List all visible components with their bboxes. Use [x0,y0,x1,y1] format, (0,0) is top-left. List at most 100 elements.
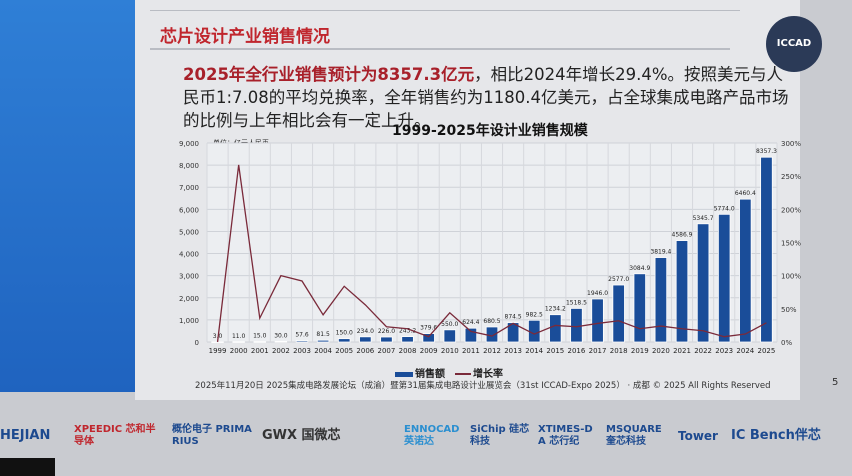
sponsor-strip: HEJIAN XPEEDIC 芯和半导体 概伦电子 PRIMARIUS GWX … [0,424,852,458]
x-tick-label: 2002 [272,347,290,355]
bar [380,336,393,343]
data-label: 15.0 [253,333,267,340]
data-label: 1518.5 [566,299,587,306]
sponsor-logo: XPEEDIC 芯和半导体 [74,424,156,447]
bar [359,336,372,343]
occlusion [0,458,55,476]
x-tick-label: 2022 [694,347,712,355]
bar [760,156,773,343]
data-label: 226.0 [378,328,395,335]
bar [633,273,646,343]
y-left-tick-label: 2,000 [179,295,199,303]
x-tick-label: 2001 [251,347,269,355]
side-screen [0,0,135,392]
x-tick-label: 2023 [715,347,733,355]
bar [401,336,414,343]
y-left-tick-label: 7,000 [179,184,199,192]
data-label: 30.0 [274,332,288,339]
bar [506,322,520,343]
bar [211,341,224,343]
y-left-tick-label: 4,000 [179,251,199,259]
bar [739,198,752,343]
y-right-tick-label: 300% [781,140,801,148]
sponsor-logo: 概伦电子 PRIMARIUS [172,424,252,447]
y-right-tick-label: 0% [781,339,792,347]
x-tick-label: 2021 [673,347,691,355]
sponsor-logo: ENNOCAD 英诺达 [404,424,460,447]
bar [696,223,710,343]
chart-title: 1999-2025年设计业销售规模 [392,123,588,139]
data-label: 550.0 [441,321,458,328]
data-label: 5345.7 [693,215,714,222]
bar [232,341,245,343]
highlight-text: 2025年全行业销售预计为8357.3亿元 [183,65,475,84]
legend: 销售额 增长率 [395,365,503,380]
sponsor-logo: XTIMES-DA 芯行纪 [538,424,593,447]
x-tick-label: 2013 [504,347,522,355]
x-tick-label: 2005 [335,347,353,355]
sponsor-logo: Tower [678,429,718,443]
y-left-tick-label: 5,000 [179,228,199,236]
bar [549,314,562,343]
sponsor-logo: SiChip 硅芯科技 [470,424,530,447]
bar [274,340,288,343]
x-tick-label: 2017 [589,347,607,355]
bar [612,284,625,343]
data-label: 11.0 [232,333,246,340]
bar [570,308,583,343]
bar [718,213,731,343]
footer: 2025年11月20日 2025集成电路发展论坛（成渝）暨第31届集成电路设计业… [195,381,771,391]
legend-growth: 增长率 [455,365,503,380]
data-label: 243.2 [399,328,416,335]
bar [654,257,668,343]
x-tick-label: 2006 [356,347,374,355]
y-left-tick-label: 9,000 [179,140,199,148]
sponsor-logo: IC Bench伴芯 [731,428,821,443]
data-label: 379.6 [420,325,437,332]
data-label: 2577.0 [608,276,629,283]
x-tick-label: 2003 [293,347,311,355]
data-label: 1234.2 [545,306,566,313]
slide-title: 芯片设计产业销售情况 [160,27,330,47]
bar [253,341,266,343]
y-right-tick-label: 50% [781,306,797,314]
x-tick-label: 2000 [230,347,248,355]
data-label: 5774.0 [714,205,735,212]
bar [338,338,351,343]
x-tick-label: 1999 [209,347,227,355]
page-number: 5 [832,377,839,388]
x-tick-label: 2008 [399,347,417,355]
bar-swatch-icon [395,371,413,377]
x-tick-label: 2020 [652,347,670,355]
y-right-tick-label: 100% [781,273,801,281]
x-tick-label: 2018 [610,347,628,355]
data-label: 234.0 [357,328,374,335]
x-tick-label: 2010 [441,347,459,355]
data-label: 874.5 [505,314,522,321]
data-label: 4586.9 [672,232,693,239]
y-left-tick-label: 6,000 [179,206,199,214]
data-label: 1946.0 [587,290,608,297]
data-label: 150.0 [336,330,353,337]
x-tick-label: 2025 [758,347,776,355]
bar [295,340,309,343]
x-tick-label: 2016 [568,347,586,355]
data-label: 8357.3 [756,148,777,155]
sponsor-logo: GWX 国微芯 [262,428,341,443]
body-text: ，相比2024年增长29.4%。按照美元与人民币1:7.08的平均兑换率，全年销… [183,65,789,130]
divider [150,48,730,50]
bar [422,333,435,343]
y-left-tick-label: 8,000 [179,162,199,170]
data-label: 3084.9 [629,265,650,272]
bar [316,339,330,343]
x-tick-label: 2014 [525,347,543,355]
data-label: 982.5 [526,311,543,318]
sponsor-logo: MSQUARE 奎芯科技 [606,424,662,447]
data-label: 81.5 [316,331,330,338]
growth-rate-line [216,164,767,343]
x-tick-label: 2007 [378,347,396,355]
y-right-tick-label: 250% [781,173,801,181]
x-tick-label: 2024 [736,347,754,355]
data-label: 624.4 [462,319,479,326]
x-tick-label: 2019 [631,347,649,355]
